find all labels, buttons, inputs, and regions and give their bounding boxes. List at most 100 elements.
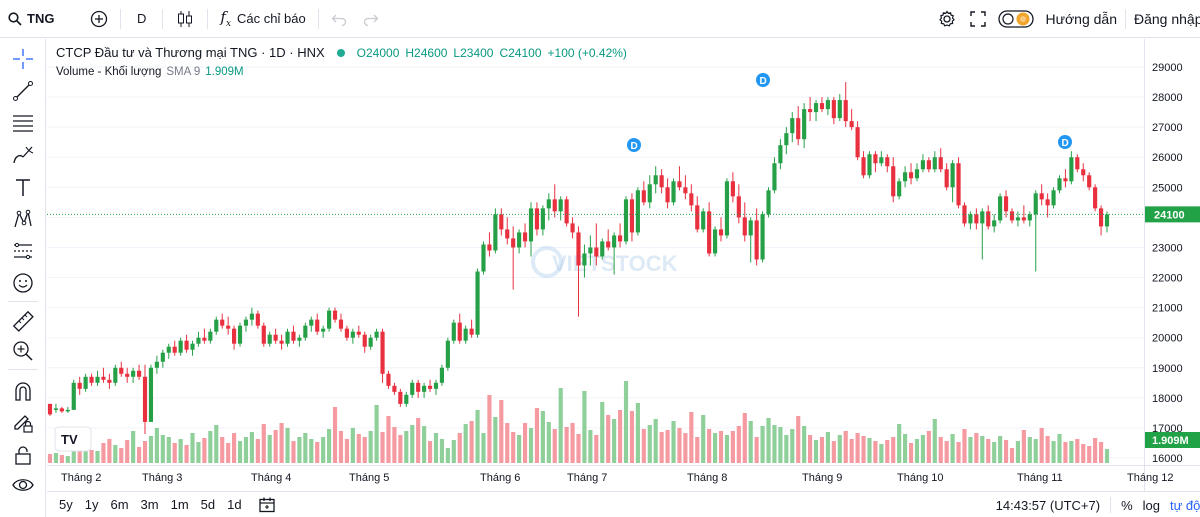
- candle-body: [1009, 211, 1015, 221]
- volume-bar: [350, 428, 355, 463]
- volume-bar: [861, 436, 866, 463]
- range-button-1y[interactable]: 1y: [84, 497, 99, 512]
- symbol-search[interactable]: TNG: [0, 0, 80, 38]
- candle-body: [47, 403, 53, 415]
- crosshair-tool[interactable]: [11, 47, 35, 71]
- x-tick-label: Tháng 11: [1017, 472, 1063, 484]
- volume-bar: [635, 403, 640, 463]
- volume-bar: [612, 419, 617, 463]
- volume-bar: [796, 416, 801, 463]
- candle-body: [635, 190, 640, 233]
- guide-link[interactable]: Hướng dẫn: [1040, 0, 1123, 38]
- login-button[interactable]: Đăng nhập: [1128, 0, 1200, 38]
- candle-body: [338, 319, 344, 329]
- last-price-tag: [1145, 206, 1200, 223]
- indicators-button[interactable]: fx Các chỉ báo: [210, 0, 315, 38]
- range-button-5d[interactable]: 5d: [200, 497, 216, 512]
- fullscreen-button[interactable]: [964, 0, 992, 38]
- range-button-6m[interactable]: 6m: [110, 497, 129, 512]
- y-tick-label: 18000: [1152, 393, 1183, 405]
- theme-toggle-icon: [997, 10, 1034, 28]
- volume-bar: [517, 435, 522, 463]
- y-tick-label: 25000: [1152, 182, 1183, 194]
- range-button-1m[interactable]: 1m: [170, 497, 189, 512]
- volume-bar: [962, 429, 967, 463]
- settings-button[interactable]: [930, 0, 964, 38]
- candle-body: [190, 343, 195, 350]
- candle-body: [570, 223, 575, 233]
- candle-body: [772, 163, 777, 191]
- chart-type-button[interactable]: [165, 0, 205, 38]
- candle-body: [802, 109, 807, 140]
- text-tool[interactable]: [11, 175, 35, 199]
- add-circle-icon: [90, 10, 108, 27]
- log-toggle[interactable]: log: [1142, 497, 1160, 513]
- ruler-tool[interactable]: [11, 309, 35, 333]
- redo-button[interactable]: [357, 0, 385, 38]
- magnet-icon: [15, 382, 31, 401]
- candle-body: [267, 334, 272, 344]
- compare-button[interactable]: [80, 0, 118, 38]
- candle-body: [172, 346, 177, 353]
- magnet-tool[interactable]: [11, 379, 35, 403]
- range-button-1d[interactable]: 1d: [227, 497, 242, 512]
- undo-button[interactable]: [321, 0, 357, 38]
- main-legend: CTCP Đầu tư và Thương mại TNG · 1D · HNX…: [56, 45, 627, 60]
- volume-bar: [831, 441, 836, 463]
- fullscreen-icon: [969, 11, 986, 27]
- brush-icon: [13, 146, 34, 164]
- volume-bar: [451, 440, 456, 463]
- price-chart[interactable]: 2900028000270002600025000240002300022000…: [47, 39, 1200, 491]
- candle-body: [53, 408, 59, 410]
- theme-toggle[interactable]: [992, 0, 1040, 38]
- x-tick-label: Tháng 2: [61, 472, 101, 484]
- lock-drawing-tool[interactable]: [11, 411, 35, 435]
- volume-bar: [184, 445, 189, 463]
- volume-bar: [754, 437, 759, 463]
- candle-body: [410, 382, 415, 395]
- candle-body: [998, 196, 1003, 221]
- bottom-divider: [1110, 497, 1112, 513]
- volume-bar: [885, 440, 890, 463]
- x-tick-label: Tháng 3: [142, 472, 182, 484]
- goto-date-button[interactable]: [258, 496, 276, 514]
- volume-bar: [427, 441, 433, 463]
- volume-bar: [125, 440, 130, 463]
- brush-tool[interactable]: [11, 143, 35, 167]
- volume-bar: [386, 416, 391, 463]
- fib-tool[interactable]: [11, 111, 35, 135]
- volume-bar: [897, 424, 902, 463]
- lock-tool[interactable]: [11, 443, 35, 467]
- range-button-5y[interactable]: 5y: [59, 497, 73, 512]
- volume-bar: [273, 430, 278, 463]
- volume-bar: [742, 413, 747, 463]
- volume-bar: [647, 425, 652, 463]
- volume-bar: [855, 433, 860, 463]
- pattern-tool[interactable]: [11, 207, 35, 231]
- trendline-tool[interactable]: [11, 79, 35, 103]
- candle-body: [718, 229, 724, 236]
- visibility-tool[interactable]: [11, 473, 35, 497]
- candle-body: [861, 157, 866, 176]
- candle-body: [944, 169, 949, 188]
- candles-icon: [178, 10, 193, 27]
- calendar-icon: [258, 497, 275, 512]
- candle-body: [920, 160, 925, 170]
- pencil-lock-icon: [14, 415, 33, 433]
- chart-area[interactable]: 2900028000270002600025000240002300022000…: [47, 39, 1200, 491]
- percent-toggle[interactable]: %: [1121, 497, 1133, 513]
- prediction-tool[interactable]: [11, 239, 35, 263]
- volume-bar: [724, 435, 730, 463]
- zoom-tool[interactable]: [11, 339, 35, 363]
- volume-bar: [594, 435, 599, 463]
- emoji-tool[interactable]: [11, 271, 35, 295]
- range-button-3m[interactable]: 3m: [140, 497, 159, 512]
- volume-bar: [1075, 439, 1080, 463]
- volume-bar: [309, 439, 314, 463]
- interval-button[interactable]: D: [123, 0, 160, 38]
- candle-body: [315, 319, 320, 332]
- candle-body: [356, 331, 361, 335]
- candle-body: [671, 181, 676, 203]
- auto-toggle[interactable]: tự động: [1170, 497, 1200, 513]
- volume-bar: [166, 437, 171, 463]
